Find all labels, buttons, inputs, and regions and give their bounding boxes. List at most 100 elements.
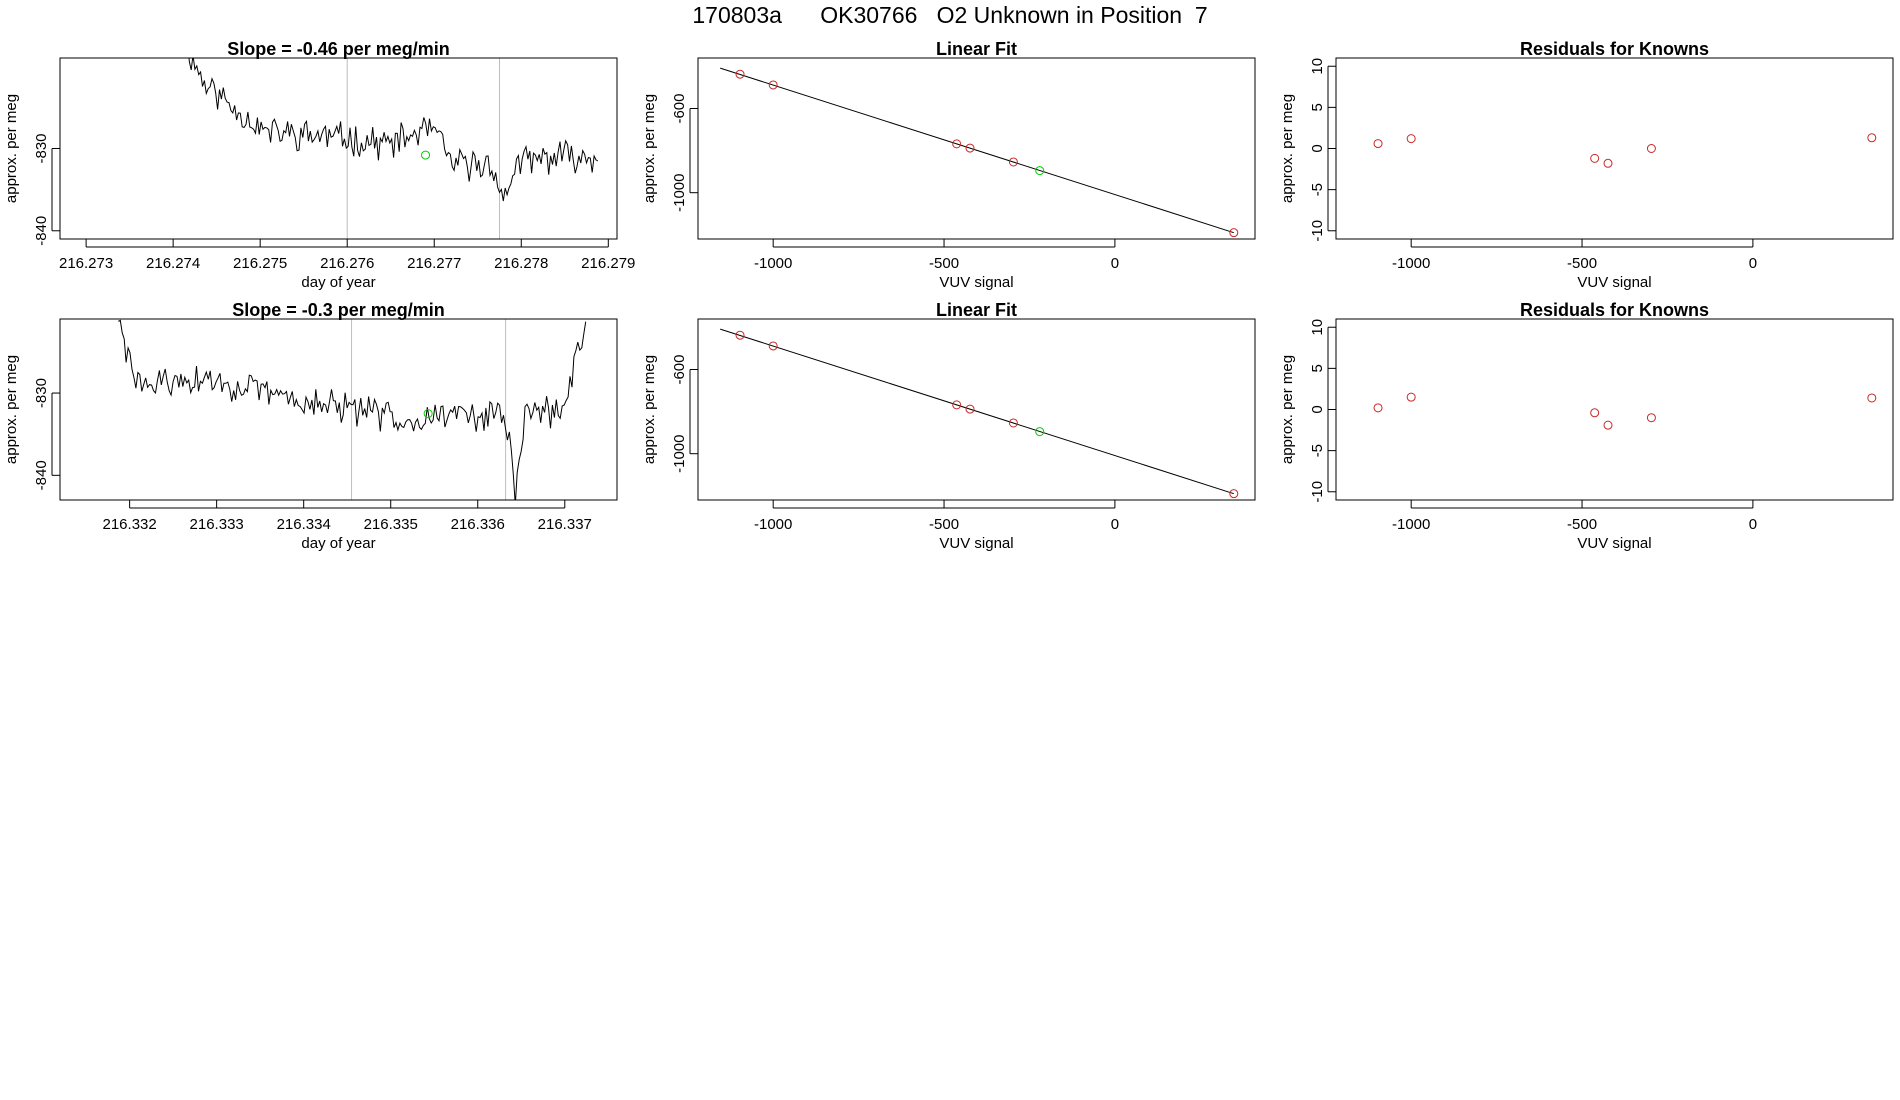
y-tick-label: -5 xyxy=(1309,183,1326,196)
y-tick-label: -1000 xyxy=(671,435,688,473)
x-tick-label: 216.277 xyxy=(407,255,461,272)
known-point xyxy=(1229,228,1239,238)
y-axis-label: approx. per meg xyxy=(3,355,20,464)
fit-line xyxy=(720,67,1234,234)
y-tick-label: -1000 xyxy=(671,174,688,212)
known-point xyxy=(1373,403,1383,413)
x-tick-label: -1000 xyxy=(1392,255,1430,272)
y-tick-label: -830 xyxy=(33,133,50,163)
x-axis-label: VUV signal xyxy=(939,274,1013,291)
fit-line xyxy=(720,328,1234,495)
x-axis-label: VUV signal xyxy=(939,535,1013,552)
x-tick-label: 216.335 xyxy=(364,516,418,533)
known-point xyxy=(735,69,745,79)
plot-title: Slope = -0.3 per meg/min xyxy=(232,300,445,320)
plot-title: Residuals for Knowns xyxy=(1520,300,1709,320)
x-tick-label: 216.336 xyxy=(451,516,505,533)
x-tick-label: 0 xyxy=(1749,516,1757,533)
unknown-point xyxy=(1035,166,1045,176)
known-point xyxy=(735,330,745,340)
known-point xyxy=(1867,393,1877,403)
x-tick-label: 216.279 xyxy=(581,255,635,272)
y-tick-label: 0 xyxy=(1309,144,1326,152)
unknown-point xyxy=(421,150,431,160)
y-tick-label: -600 xyxy=(671,93,688,123)
plot-fit1: Linear Fit -1000 -500 0 -1000 -600 VUV signal a… xyxy=(641,39,1256,291)
plot-res2: Residuals for Knowns -1000 -500 0 -10 -5 0 5 10 V… xyxy=(1279,300,1894,552)
x-tick-label: -1000 xyxy=(1392,516,1430,533)
plot-area xyxy=(118,319,587,500)
plot-title: Residuals for Knowns xyxy=(1520,39,1709,59)
plot-ts1: Slope = -0.46 per meg/min 216.273 216.274 2… xyxy=(3,39,635,291)
y-tick-label: 5 xyxy=(1309,103,1326,111)
known-point xyxy=(1373,139,1383,149)
plot-title: Linear Fit xyxy=(936,39,1017,59)
known-point xyxy=(1646,413,1656,423)
y-axis-label: approx. per meg xyxy=(641,94,658,203)
x-tick-label: -1000 xyxy=(754,516,792,533)
y-tick-label: 10 xyxy=(1309,58,1326,75)
plot-area xyxy=(188,58,599,239)
x-tick-label: 216.333 xyxy=(190,516,244,533)
figure-title: 170803a OK30766 O2 Unknown in Position 7 xyxy=(692,2,1208,28)
known-point xyxy=(1008,157,1018,167)
plot-frame xyxy=(59,57,618,240)
x-tick-label: 216.275 xyxy=(233,255,287,272)
y-tick-label: 10 xyxy=(1309,319,1326,336)
plot-frame xyxy=(1335,318,1894,501)
plot-area xyxy=(1373,133,1877,168)
y-tick-label: -830 xyxy=(33,378,50,408)
known-point xyxy=(1590,408,1600,418)
known-point xyxy=(1867,133,1877,143)
x-tick-label: 0 xyxy=(1749,255,1757,272)
plot-fit2: Linear Fit -1000 -500 0 -1000 -600 VUV signal a… xyxy=(641,300,1256,552)
plot-frame xyxy=(697,57,1256,240)
x-tick-label: 0 xyxy=(1111,255,1119,272)
y-tick-label: -5 xyxy=(1309,444,1326,457)
known-point xyxy=(1590,153,1600,163)
y-tick-label: 5 xyxy=(1309,364,1326,372)
plot-title: Linear Fit xyxy=(936,300,1017,320)
x-axis-label: day of year xyxy=(301,535,375,552)
known-point xyxy=(1646,144,1656,153)
x-axis-label: VUV signal xyxy=(1577,274,1651,291)
x-tick-label: 216.274 xyxy=(146,255,200,272)
unknown-point xyxy=(423,409,433,419)
plot-res1: Residuals for Knowns -1000 -500 0 -10 -5 0 5 10 V… xyxy=(1279,39,1894,291)
known-point xyxy=(768,341,778,351)
known-point xyxy=(1406,392,1416,402)
y-tick-label: 0 xyxy=(1309,405,1326,413)
known-point xyxy=(965,404,975,414)
x-tick-label: 216.332 xyxy=(103,516,157,533)
series-line xyxy=(188,58,599,202)
known-point xyxy=(952,139,962,149)
plot-area xyxy=(1373,392,1877,430)
plot-frame xyxy=(59,318,618,501)
x-tick-label: -500 xyxy=(1567,516,1597,533)
x-tick-label: -1000 xyxy=(754,255,792,272)
known-point xyxy=(1008,418,1018,428)
unknown-point xyxy=(1035,427,1045,437)
series-line xyxy=(118,319,587,500)
plot-area xyxy=(720,67,1239,238)
known-point xyxy=(1406,134,1416,144)
x-tick-label: 0 xyxy=(1111,516,1119,533)
plot-title: Slope = -0.46 per meg/min xyxy=(227,39,450,59)
y-axis-label: approx. per meg xyxy=(1279,94,1296,203)
plot-frame xyxy=(1335,57,1894,240)
plot-frame xyxy=(697,318,1256,501)
known-point xyxy=(1603,420,1613,430)
y-tick-label: -10 xyxy=(1309,481,1326,503)
y-tick-label: -840 xyxy=(33,216,50,246)
y-axis-label: approx. per meg xyxy=(1279,355,1296,464)
plot-ts2: Slope = -0.3 per meg/min 216.332 216.333 21… xyxy=(3,300,618,552)
y-tick-label: -600 xyxy=(671,354,688,384)
x-axis-label: VUV signal xyxy=(1577,535,1651,552)
known-point xyxy=(1603,158,1613,168)
x-tick-label: -500 xyxy=(929,255,959,272)
x-tick-label: -500 xyxy=(1567,255,1597,272)
x-tick-label: 216.276 xyxy=(320,255,374,272)
y-tick-label: -840 xyxy=(33,460,50,490)
x-tick-label: -500 xyxy=(929,516,959,533)
